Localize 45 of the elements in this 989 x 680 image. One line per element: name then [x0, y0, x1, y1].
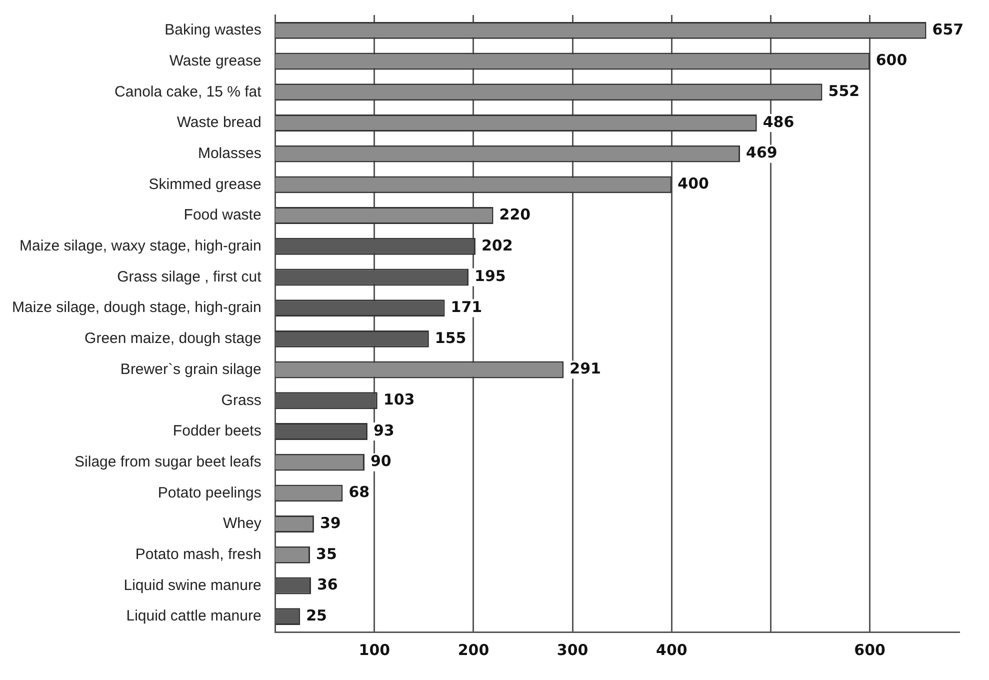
- data-label: 93: [373, 421, 394, 440]
- y-tick-label: Fodder beets: [172, 422, 262, 440]
- x-tick-label: 200: [458, 640, 490, 659]
- x-tick-label: 600: [854, 640, 886, 659]
- data-label: 195: [474, 267, 506, 286]
- y-tick-label: Liquid swine manure: [124, 576, 262, 594]
- y-tick-label: Waste grease: [169, 52, 262, 70]
- x-tick-label: 400: [656, 640, 688, 659]
- data-label: 90: [370, 452, 392, 470]
- y-tick-label: Potato mash, fresh: [135, 546, 262, 564]
- y-tick-label: Whey: [222, 515, 262, 532]
- y-tick-label: Grass: [221, 392, 262, 409]
- y-tick-label: Brewer`s grain silage: [120, 360, 262, 378]
- data-label: 469: [746, 144, 778, 162]
- y-tick-label: Grass silage , first cut: [117, 268, 262, 286]
- data-label: 400: [678, 174, 709, 193]
- data-label: 25: [306, 606, 327, 624]
- y-tick-label: Maize silage, dough stage, high-grain: [12, 299, 262, 316]
- y-tick-label: Potato peelings: [158, 484, 262, 502]
- data-label: 552: [828, 82, 860, 100]
- y-tick-label: Green maize, dough stage: [84, 330, 262, 348]
- y-tick-label: Maize silage, waxy stage, high-grain: [20, 238, 262, 255]
- data-label: 68: [348, 483, 370, 502]
- data-label: 39: [320, 514, 341, 532]
- y-tick-label: Silage from sugar beet leafs: [74, 453, 262, 470]
- y-tick-label: Liquid cattle manure: [126, 608, 262, 625]
- y-tick-label: Food waste: [184, 206, 262, 224]
- y-tick-label: Molasses: [198, 144, 262, 162]
- y-tick-label: Baking wastes: [164, 22, 262, 39]
- y-tick-label: Skimmed grease: [148, 176, 262, 193]
- x-tick-label: 300: [556, 640, 588, 659]
- data-label: 155: [434, 328, 466, 347]
- y-tick-label: Canola cake, 15 % fat: [114, 83, 262, 100]
- data-label: 35: [316, 544, 337, 563]
- y-tick-label: Waste bread: [176, 114, 262, 132]
- data-label: 103: [383, 390, 415, 409]
- data-label: 220: [499, 205, 531, 224]
- data-label: 657: [932, 20, 964, 38]
- data-label: 600: [876, 51, 908, 70]
- data-label: 486: [762, 112, 794, 131]
- data-label: 36: [316, 576, 338, 594]
- x-tick-label: 100: [358, 640, 390, 659]
- data-label: 171: [450, 298, 482, 316]
- data-label: 202: [481, 236, 513, 254]
- data-label: 291: [570, 360, 601, 378]
